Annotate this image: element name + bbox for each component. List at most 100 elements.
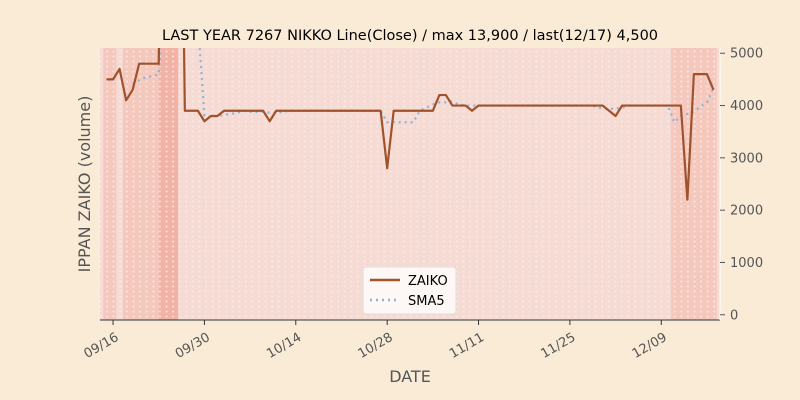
data-point-sma5 (674, 122, 675, 123)
data-point-zaiko (458, 105, 459, 106)
legend: ZAIKO SMA5 (362, 266, 457, 315)
data-point-zaiko (641, 105, 642, 106)
data-point-zaiko (608, 110, 609, 111)
data-point-zaiko (210, 115, 211, 116)
data-point-zaiko (243, 110, 244, 111)
data-point-zaiko (465, 105, 466, 106)
data-point-zaiko (700, 74, 701, 75)
data-point-zaiko (126, 100, 127, 101)
data-point-zaiko (582, 105, 583, 106)
data-point-zaiko (282, 110, 283, 111)
data-point-zaiko (197, 110, 198, 111)
data-point-zaiko (511, 105, 512, 106)
series-line-zaiko (106, 48, 715, 201)
data-point-zaiko (530, 105, 531, 106)
data-point-zaiko (315, 110, 316, 111)
data-point-zaiko (360, 110, 361, 111)
x-axis-label: DATE (389, 367, 431, 386)
data-point-sma5 (706, 102, 707, 103)
y-tick-label: 0 (730, 308, 738, 323)
data-point-sma5 (158, 74, 159, 75)
data-point-zaiko (354, 110, 355, 111)
data-point-zaiko (543, 105, 544, 106)
data-point-zaiko (576, 105, 577, 106)
data-point-zaiko (308, 110, 309, 111)
data-point-zaiko (276, 110, 277, 111)
data-point-zaiko (661, 105, 662, 106)
data-point-zaiko (498, 105, 499, 106)
data-point-sma5 (602, 108, 603, 109)
y-tick-label: 3000 (730, 151, 763, 166)
data-point-zaiko (569, 105, 570, 106)
data-point-sma5 (387, 122, 388, 123)
data-point-zaiko (687, 199, 688, 200)
data-point-zaiko (256, 110, 257, 111)
data-point-zaiko (622, 105, 623, 106)
data-point-zaiko (387, 168, 388, 169)
data-point-sma5 (426, 107, 427, 108)
data-point-zaiko (602, 105, 603, 106)
data-point-zaiko (106, 79, 107, 80)
data-point-zaiko (563, 105, 564, 106)
data-point-zaiko (380, 110, 381, 111)
legend-label-sma5: SMA5 (408, 294, 445, 309)
data-point-zaiko (321, 110, 322, 111)
data-point-zaiko (589, 105, 590, 106)
data-point-zaiko (406, 110, 407, 111)
data-point-zaiko (674, 105, 675, 106)
data-point-zaiko (550, 105, 551, 106)
data-point-zaiko (145, 63, 146, 64)
data-point-zaiko (139, 63, 140, 64)
data-point-zaiko (263, 110, 264, 111)
y-tick-label: 2000 (730, 204, 763, 219)
data-point-sma5 (406, 122, 407, 123)
y-tick-label: 4000 (730, 99, 763, 114)
chart-title: LAST YEAR 7267 NIKKO Line(Close) / max 1… (162, 28, 658, 44)
data-point-zaiko (478, 105, 479, 106)
data-point-zaiko (204, 121, 205, 122)
data-point-zaiko (367, 110, 368, 111)
data-point-zaiko (289, 110, 290, 111)
data-point-zaiko (445, 94, 446, 95)
data-point-zaiko (452, 105, 453, 106)
data-point-zaiko (654, 105, 655, 106)
data-point-zaiko (537, 105, 538, 106)
data-point-zaiko (419, 110, 420, 111)
data-point-zaiko (334, 110, 335, 111)
data-point-zaiko (648, 105, 649, 106)
data-point-zaiko (217, 115, 218, 116)
data-point-zaiko (680, 105, 681, 106)
data-point-zaiko (484, 105, 485, 106)
data-point-zaiko (524, 105, 525, 106)
y-tick-label: 1000 (730, 256, 763, 271)
data-point-zaiko (341, 110, 342, 111)
data-point-zaiko (112, 79, 113, 80)
data-point-zaiko (269, 121, 270, 122)
y-axis-label: IPPAN ZAIKO (volume) (75, 96, 94, 273)
data-point-zaiko (223, 110, 224, 111)
data-point-sma5 (152, 76, 153, 77)
data-point-sma5 (400, 122, 401, 123)
data-point-zaiko (706, 74, 707, 75)
data-point-sma5 (687, 113, 688, 114)
data-point-zaiko (426, 110, 427, 111)
data-point-zaiko (302, 110, 303, 111)
data-point-zaiko (432, 110, 433, 111)
series-line-sma5 (132, 48, 715, 124)
data-point-sma5 (452, 101, 453, 102)
data-point-zaiko (191, 110, 192, 111)
data-point-sma5 (432, 104, 433, 105)
data-point-sma5 (145, 77, 146, 78)
data-point-zaiko (347, 110, 348, 111)
data-point-zaiko (158, 63, 159, 64)
series-layer (106, 48, 715, 201)
data-point-zaiko (400, 110, 401, 111)
data-point-sma5 (223, 114, 224, 115)
data-point-sma5 (471, 105, 472, 106)
data-point-sma5 (236, 112, 237, 113)
data-point-sma5 (413, 122, 414, 123)
data-point-zaiko (667, 105, 668, 106)
data-point-sma5 (445, 102, 446, 103)
data-point-zaiko (295, 110, 296, 111)
